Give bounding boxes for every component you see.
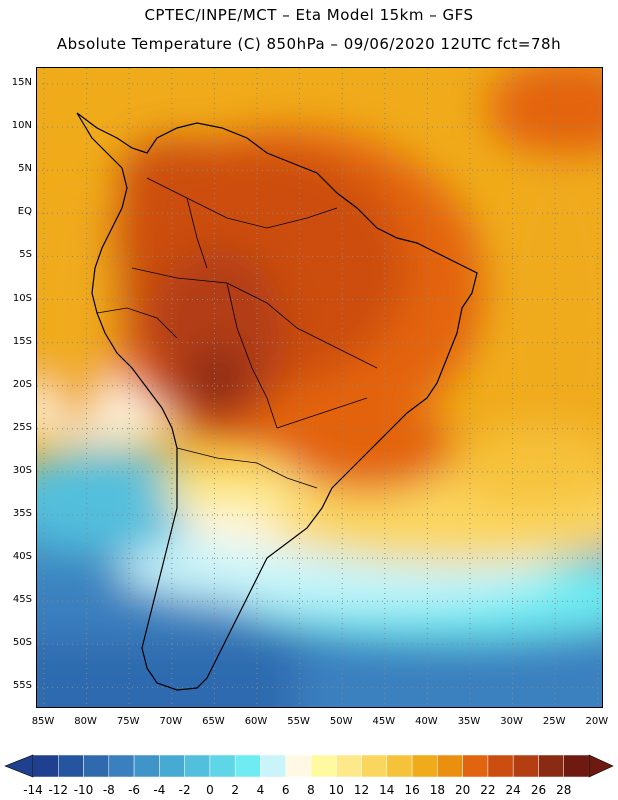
colorbar-tick-label: -2 [178,783,191,797]
colorbar-cell [159,754,185,778]
colorbar-tick-label: 0 [206,783,214,797]
lon-tick-label: 50W [329,716,353,727]
colorbar-tick-label: 18 [429,783,445,797]
lat-tick-label: 40S [12,551,32,563]
colorbar-tick-label: 16 [404,783,420,797]
colorbar-right-arrow [588,754,614,778]
colorbar-cell [437,754,463,778]
lon-tick-label: 25W [542,716,566,727]
lon-tick-label: 35W [457,716,481,727]
colorbar-cell [310,754,337,778]
colorbar-cell [209,754,236,778]
colorbar-cell [234,754,261,778]
colorbar-tick-label: 8 [307,783,315,797]
map-title-line1: CPTEC/INPE/MCT – Eta Model 15km – GFS [144,6,474,24]
colorbar-cell [563,754,590,778]
lon-tick-label: 30W [500,716,523,727]
lon-tick-label: 85W [31,716,55,727]
colorbar-tick-label: 26 [530,783,547,797]
lat-lon-grid [37,68,602,707]
temperature-field [37,68,602,707]
lat-tick-label: 30S [12,464,32,476]
temperature-colorbar: -14 -12 -10 -8 -6 -4 -2 0 2 4 6 8 10 12 14 16 18 20 22 24 26… [0,750,618,800]
colorbar-cell [386,754,413,778]
colorbar-tick-label: -12 [48,783,69,797]
lon-tick-label: 65W [202,716,225,727]
colorbar-cell [361,754,388,778]
lat-tick-label: 15N [11,77,32,88]
lat-tick-label: 5S [19,249,32,261]
colorbar-tick-label: 12 [353,783,370,797]
colorbar-tick-label: -10 [73,783,94,797]
colorbar-cell [260,754,286,778]
south-america-coastline [76,112,478,691]
colorbar-tick-label: 6 [281,783,290,797]
colorbar-cell [411,754,438,778]
colorbar-tick-label: -6 [128,783,141,797]
lat-tick-label: 35S [12,508,32,519]
lat-tick-label: 15S [12,335,32,347]
colorbar-cell [83,754,110,778]
colorbar-tick-label: 24 [505,783,521,797]
lon-tick-label: 40W [415,716,438,727]
colorbar-tick-label: 10 [328,783,344,797]
colorbar-cell [487,754,514,778]
colorbar-tick-label: -14 [23,783,43,797]
lon-tick-label: 75W [116,716,140,727]
lon-tick-label: 45W [372,716,396,727]
colorbar-tick-label: -8 [102,783,115,797]
colorbar-cell [108,754,135,778]
lat-tick-label: 10N [11,120,32,132]
lat-tick-label: 45S [12,594,32,606]
lat-tick-label: EQ [17,206,32,218]
colorbar-cell [336,754,362,778]
lon-tick-label: 70W [159,716,183,727]
country-borders [96,177,378,489]
lon-tick-label: 20W [585,716,609,727]
colorbar-cell [512,754,539,778]
colorbar-tick-label: -4 [153,783,166,797]
colorbar-cell [462,754,489,778]
colorbar-tick-label: 22 [480,783,496,797]
colorbar-cell [32,754,59,778]
lat-tick-label: 5N [18,163,32,175]
colorbar-cell [538,754,564,778]
colorbar-cell [133,754,160,778]
lon-tick-label: 80W [74,716,97,727]
lat-tick-label: 50S [12,637,32,649]
lon-tick-label: 55W [287,716,310,727]
colorbar-cell [285,754,312,778]
lon-tick-label: 60W [244,716,268,727]
colorbar-left-arrow [4,754,34,778]
colorbar-tick-label: 2 [231,783,239,797]
colorbar-tick-label: 4 [256,783,265,797]
map-title-line2: Absolute Temperature (C) 850hPa – 09/06/… [56,35,562,53]
colorbar-tick-label: 28 [556,783,572,797]
lat-tick-label: 25S [12,421,32,433]
colorbar-cell [58,754,84,778]
lat-tick-label: 55S [12,680,32,692]
temperature-map [36,67,603,708]
colorbar-tick-label: 14 [379,783,395,797]
lat-tick-label: 10S [12,292,32,304]
lat-tick-label: 20S [12,378,32,390]
colorbar-cell [184,754,211,778]
colorbar-tick-label: 20 [454,783,471,797]
